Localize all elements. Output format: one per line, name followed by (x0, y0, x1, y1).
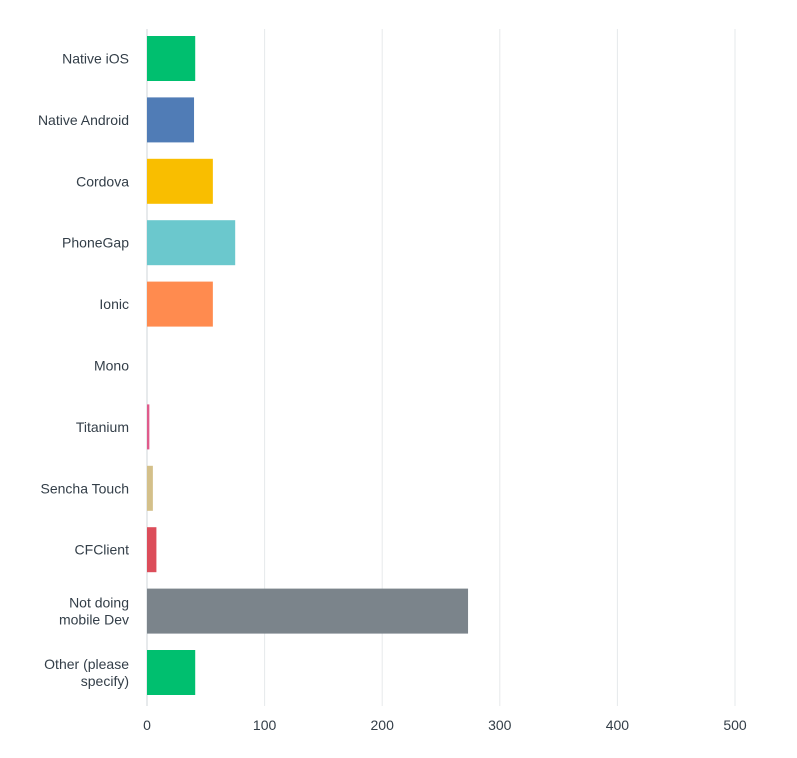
bars (147, 36, 469, 695)
category-label: PhoneGap (62, 235, 129, 251)
category-label-line: Titanium (76, 419, 129, 435)
category-label-line: Sencha Touch (41, 480, 129, 496)
category-label-line: Mono (94, 358, 129, 374)
category-label-line: Native iOS (62, 51, 129, 67)
category-label-line: specify) (81, 673, 129, 689)
x-tick-label: 300 (488, 717, 512, 733)
x-tick-label: 400 (606, 717, 630, 733)
bar[interactable] (147, 97, 195, 143)
category-label-line: Other (please (44, 656, 129, 672)
category-label-line: Cordova (76, 173, 129, 189)
category-label: Other (please specify) (44, 656, 129, 689)
bar[interactable] (147, 36, 196, 81)
x-tick-label: 100 (253, 717, 277, 733)
category-label: Native iOS (62, 51, 129, 67)
category-label: Ionic (99, 296, 129, 312)
category-label: Native Android (38, 112, 129, 128)
x-tick-label: 500 (723, 717, 747, 733)
category-label-line: mobile Dev (59, 612, 129, 628)
bar[interactable] (147, 220, 236, 266)
x-tick-label: 0 (143, 717, 151, 733)
category-label: CFClient (75, 542, 130, 558)
category-label: Not doing mobile Dev (59, 595, 129, 628)
bar[interactable] (147, 404, 150, 450)
category-label-line: CFClient (75, 542, 130, 558)
bar[interactable] (147, 281, 213, 327)
category-label-line: Ionic (99, 296, 129, 312)
category-label: Cordova (76, 173, 129, 189)
category-labels: Native iOS Native Android Cordova PhoneGap I… (38, 51, 129, 690)
bar[interactable] (147, 650, 196, 695)
category-label: Titanium (76, 419, 129, 435)
category-label: Mono (94, 358, 129, 374)
bar[interactable] (147, 158, 213, 204)
category-label-line: PhoneGap (62, 235, 129, 251)
bar[interactable] (147, 527, 157, 573)
category-label-line: Not doing (69, 595, 129, 611)
x-tick-label: 200 (371, 717, 395, 733)
x-axis-ticks: 0 100 200 300 400 500 (143, 717, 747, 733)
bar[interactable] (147, 465, 153, 511)
bar[interactable] (147, 588, 469, 634)
category-label: Sencha Touch (41, 480, 129, 496)
category-label-line: Native Android (38, 112, 129, 128)
